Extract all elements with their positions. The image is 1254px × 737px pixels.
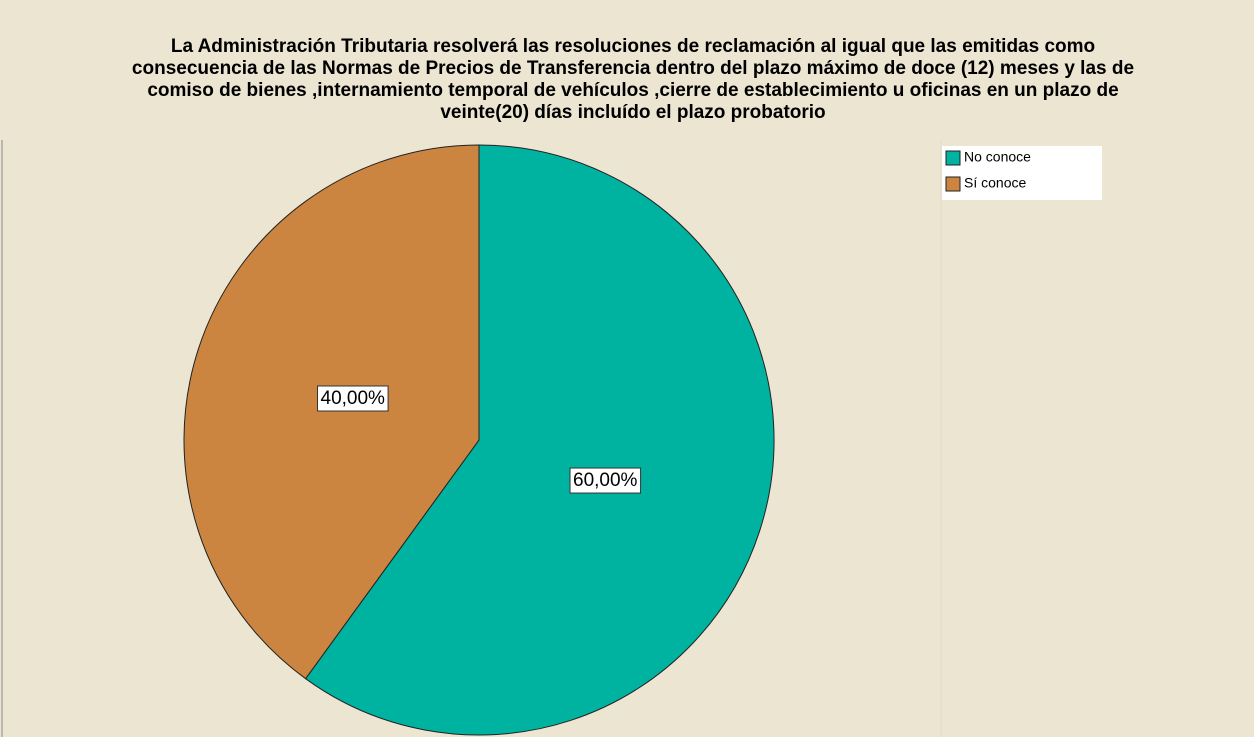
data-label-box: [317, 385, 389, 412]
chart-title: veinte(20) días incluído el plazo probat…: [440, 102, 825, 123]
data-label: 60,00%: [569, 467, 642, 494]
pie-slice: [183, 144, 480, 680]
chart-title: consecuencia de las Normas de Precios de…: [132, 58, 1134, 79]
data-label-box: [569, 467, 642, 494]
legend-swatch: [945, 150, 961, 166]
data-label-text: 60,00%: [573, 470, 638, 491]
chart-title: comiso de bienes ,internamiento temporal…: [147, 80, 1118, 101]
legend-label: Sí conoce: [964, 175, 1026, 191]
data-label-text: 40,00%: [321, 388, 386, 409]
pie-slice: [304, 144, 775, 736]
data-label: 40,00%: [317, 385, 389, 412]
legend-label: No conoce: [964, 149, 1031, 165]
legend-box: [942, 146, 1102, 200]
chart-title: La Administración Tributaria resolverá l…: [171, 36, 1095, 57]
legend-swatch: [945, 176, 961, 192]
